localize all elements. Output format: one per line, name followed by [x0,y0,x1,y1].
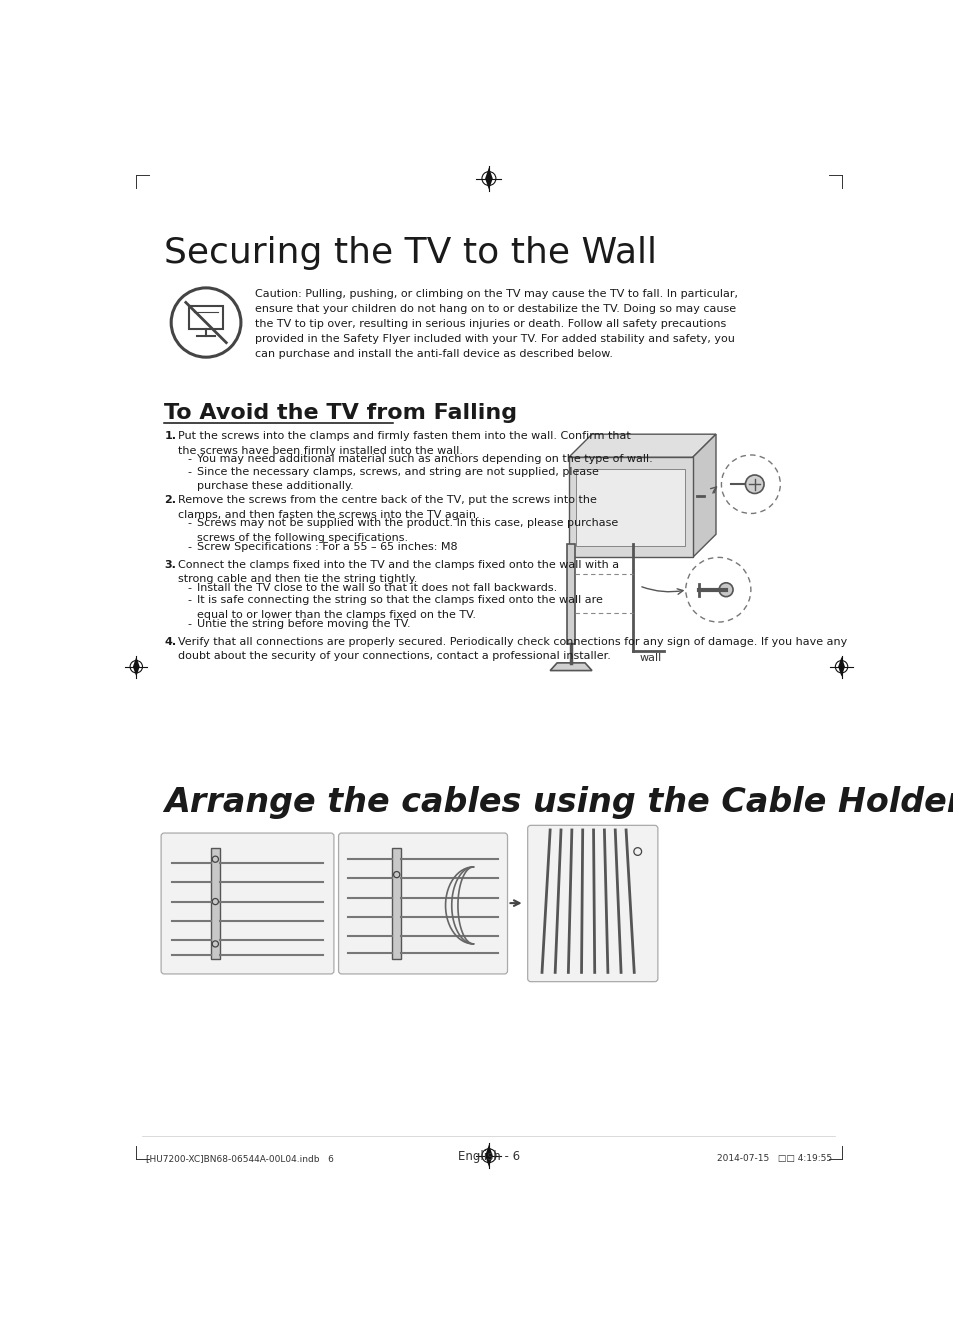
Polygon shape [550,663,592,671]
Text: -: - [187,596,192,605]
Polygon shape [692,435,716,557]
Polygon shape [567,543,575,643]
Text: Put the screws into the clamps and firmly fasten them into the wall. Confirm tha: Put the screws into the clamps and firml… [178,431,630,456]
Bar [189,305,223,329]
FancyBboxPatch shape [161,834,334,974]
Polygon shape [484,1144,493,1166]
Text: Connect the clamps fixed into the TV and the clamps fixed onto the wall with a
s: Connect the clamps fixed into the TV and… [178,560,618,584]
Text: [HU7200-XC]BN68-06544A-00L04.indb   6: [HU7200-XC]BN68-06544A-00L04.indb 6 [146,1155,334,1162]
Text: Screw Specifications : For a 55 – 65 inches: M8: Screw Specifications : For a 55 – 65 inc… [196,542,456,552]
Polygon shape [838,657,844,676]
Polygon shape [484,168,493,190]
Text: Verify that all connections are properly secured. Periodically check connections: Verify that all connections are properly… [178,637,846,660]
Text: -: - [187,618,192,629]
Text: Since the necessary clamps, screws, and string are not supplied, please
purchase: Since the necessary clamps, screws, and … [196,466,598,491]
Text: You may need additional material such as anchors depending on the type of wall.: You may need additional material such as… [196,454,652,464]
Text: -: - [187,454,192,464]
FancyBboxPatch shape [527,826,658,982]
Text: 1.: 1. [164,431,176,441]
Text: Arrange the cables using the Cable Holder: Arrange the cables using the Cable Holde… [164,786,953,819]
Circle shape [744,476,763,494]
Text: To Avoid the TV from Falling: To Avoid the TV from Falling [164,403,517,423]
Text: wall: wall [639,653,660,663]
Text: English - 6: English - 6 [457,1151,519,1164]
Text: Securing the TV to the Wall: Securing the TV to the Wall [164,235,657,269]
Text: 3.: 3. [164,560,176,569]
Text: Screws may not be supplied with the product. In this case, please purchase
screw: Screws may not be supplied with the prod… [196,519,618,543]
Text: Untie the string before moving the TV.: Untie the string before moving the TV. [196,618,410,629]
Text: 4.: 4. [164,637,176,647]
Text: Caution: Pulling, pushing, or climbing on the TV may cause the TV to fall. In pa: Caution: Pulling, pushing, or climbing o… [254,289,737,358]
Text: It is safe connecting the string so that the clamps fixed onto the wall are
equa: It is safe connecting the string so that… [196,596,602,620]
FancyBboxPatch shape [338,834,507,974]
Text: -: - [187,466,192,477]
Polygon shape [211,848,220,959]
Polygon shape [576,469,684,546]
Circle shape [719,583,732,597]
Text: -: - [187,519,192,528]
Text: 2.: 2. [164,495,176,506]
Text: -: - [187,542,192,552]
Text: 2014-07-15   □□ 4:19:55: 2014-07-15 □□ 4:19:55 [717,1155,831,1162]
Polygon shape [392,848,401,959]
Polygon shape [132,657,139,676]
Polygon shape [568,435,716,457]
Text: -: - [187,583,192,593]
Text: Remove the screws from the centre back of the TV, put the screws into the
clamps: Remove the screws from the centre back o… [178,495,597,519]
Text: Install the TV close to the wall so that it does not fall backwards.: Install the TV close to the wall so that… [196,583,557,593]
Polygon shape [568,457,692,557]
